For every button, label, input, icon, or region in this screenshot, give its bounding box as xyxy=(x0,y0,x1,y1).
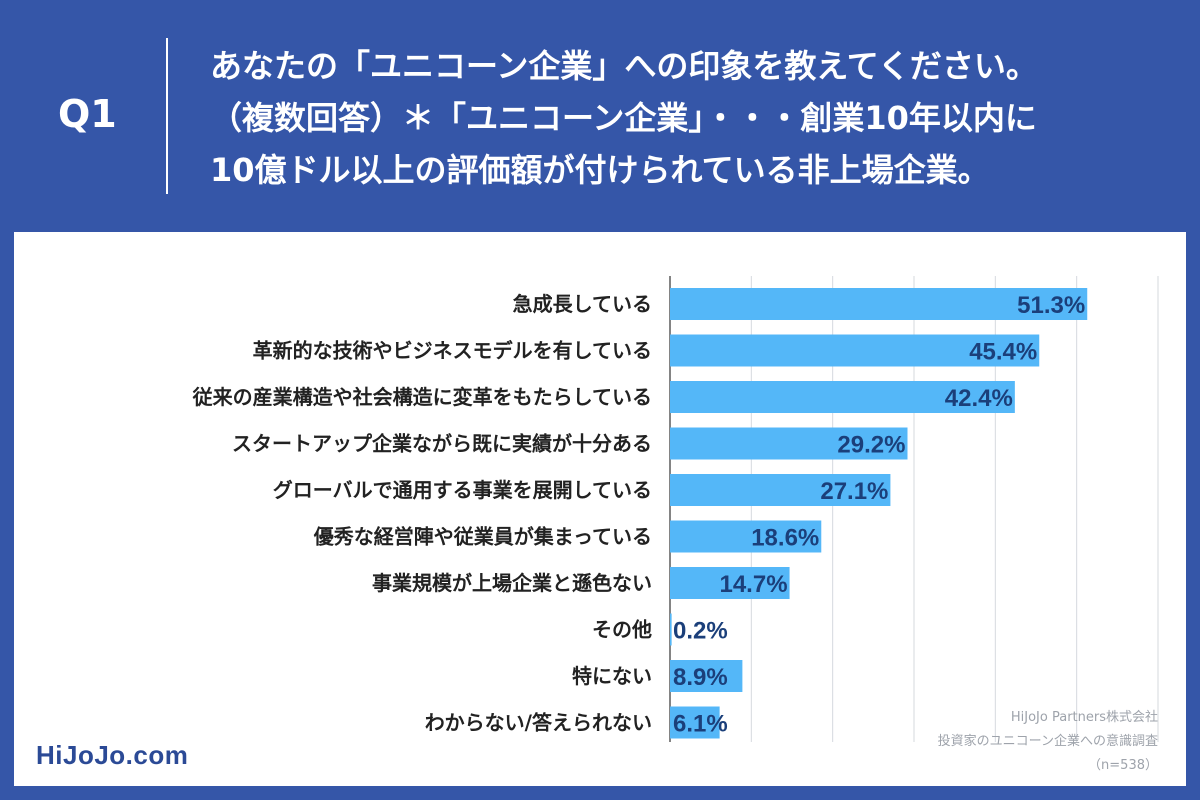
category-label: 従来の産業構造や社会構造に変革をもたらしている xyxy=(192,385,652,409)
bar xyxy=(670,520,822,553)
value-label: 42.4% xyxy=(945,385,1013,412)
bar xyxy=(670,660,743,692)
value-label: 14.7% xyxy=(719,571,787,598)
question-text: あなたの「ユニコーン企業」への印象を教えてください。 （複数回答）＊「ユニコーン… xyxy=(210,40,1170,196)
source-company: HiJoJo Partners株式会社 xyxy=(1010,710,1158,725)
value-label: 6.1% xyxy=(673,711,728,738)
value-label: 29.2% xyxy=(837,432,905,459)
category-label: その他 xyxy=(592,618,652,642)
category-label: 優秀な経営陣や従業員が集まっている xyxy=(313,525,652,549)
value-label: 0.2% xyxy=(673,618,728,645)
category-label: 特にない xyxy=(572,664,652,688)
value-label: 45.4% xyxy=(969,339,1037,366)
value-label: 8.9% xyxy=(673,664,728,691)
category-label: 革新的な技術やビジネスモデルを有している xyxy=(253,339,652,363)
question-number: Q1 xyxy=(58,92,117,136)
category-label: 急成長している xyxy=(513,292,652,316)
bar xyxy=(670,567,790,599)
category-label: グローバルで通用する事業を展開している xyxy=(273,478,652,502)
source-sample: （n=538） xyxy=(1088,758,1158,773)
bar xyxy=(670,474,891,506)
category-label: 事業規模が上場企業と遜色ない xyxy=(372,571,652,595)
bar xyxy=(670,381,1015,413)
bar xyxy=(670,427,908,460)
value-label: 51.3% xyxy=(1017,292,1085,319)
value-label: 18.6% xyxy=(751,525,819,552)
header-divider xyxy=(166,38,168,194)
bar-chart: 急成長している 51.3% 革新的な技術やビジネスモデルを有している 45.4% 従来の… xyxy=(192,276,1159,742)
bar xyxy=(670,334,1040,367)
bar xyxy=(670,288,1088,320)
source-survey: 投資家のユニコーン企業への意識調査 xyxy=(937,734,1158,749)
question-line-2: （複数回答）＊「ユニコーン企業」・・・創業10年以内に xyxy=(210,99,1037,137)
category-label: スタートアップ企業ながら既に実績が十分ある xyxy=(232,432,652,456)
question-line-3: 10億ドル以上の評価額が付けられている非上場企業。 xyxy=(210,151,990,189)
brand-logo: HiJoJo.com xyxy=(36,740,189,770)
chart-panel: 急成長している 51.3% 革新的な技術やビジネスモデルを有している 45.4% 従来の… xyxy=(14,232,1186,786)
category-label: わからない/答えられない xyxy=(425,711,652,735)
bar xyxy=(670,706,720,739)
value-label: 27.1% xyxy=(820,478,888,505)
source-note: HiJoJo Partners株式会社 投資家のユニコーン企業への意識調査 （n… xyxy=(838,706,1158,778)
question-line-1: あなたの「ユニコーン企業」への印象を教えてください。 xyxy=(210,47,1038,85)
bar xyxy=(670,613,672,646)
